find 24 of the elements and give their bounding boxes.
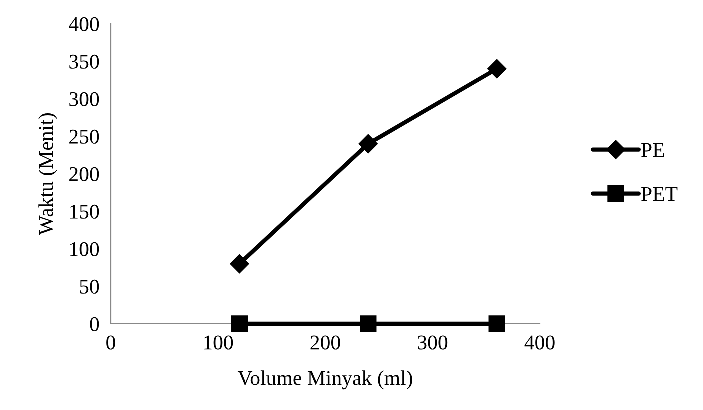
y-tick-label: 150: [70, 204, 100, 219]
point: [488, 59, 507, 79]
legend-label: PE: [642, 143, 664, 158]
x-tick-label: 200: [310, 336, 340, 350]
point: [488, 316, 506, 332]
y-axis-title: Waktu (Menit): [38, 114, 58, 236]
y-tick-label: 250: [70, 130, 100, 144]
x-tick-label: 300: [418, 336, 448, 350]
x-tick-label: 100: [204, 336, 234, 350]
point: [230, 254, 250, 274]
y-tick-label: 0: [90, 317, 100, 332]
x-axis-title: Volume Minyak (ml): [238, 370, 412, 390]
point: [231, 316, 248, 332]
point: [358, 134, 378, 154]
y-tick-label: 50: [80, 280, 100, 294]
y-tick-label: 300: [70, 92, 100, 106]
y-tick-label: 350: [70, 54, 100, 69]
x-tick-label: 0: [106, 336, 116, 350]
y-tick-label: 100: [70, 242, 100, 256]
legend-label: PET: [642, 187, 678, 202]
y-tick-label: 400: [69, 17, 100, 32]
y-tick-label: 200: [70, 167, 100, 182]
x-tick-label: 400: [524, 336, 555, 350]
point: [360, 316, 377, 332]
